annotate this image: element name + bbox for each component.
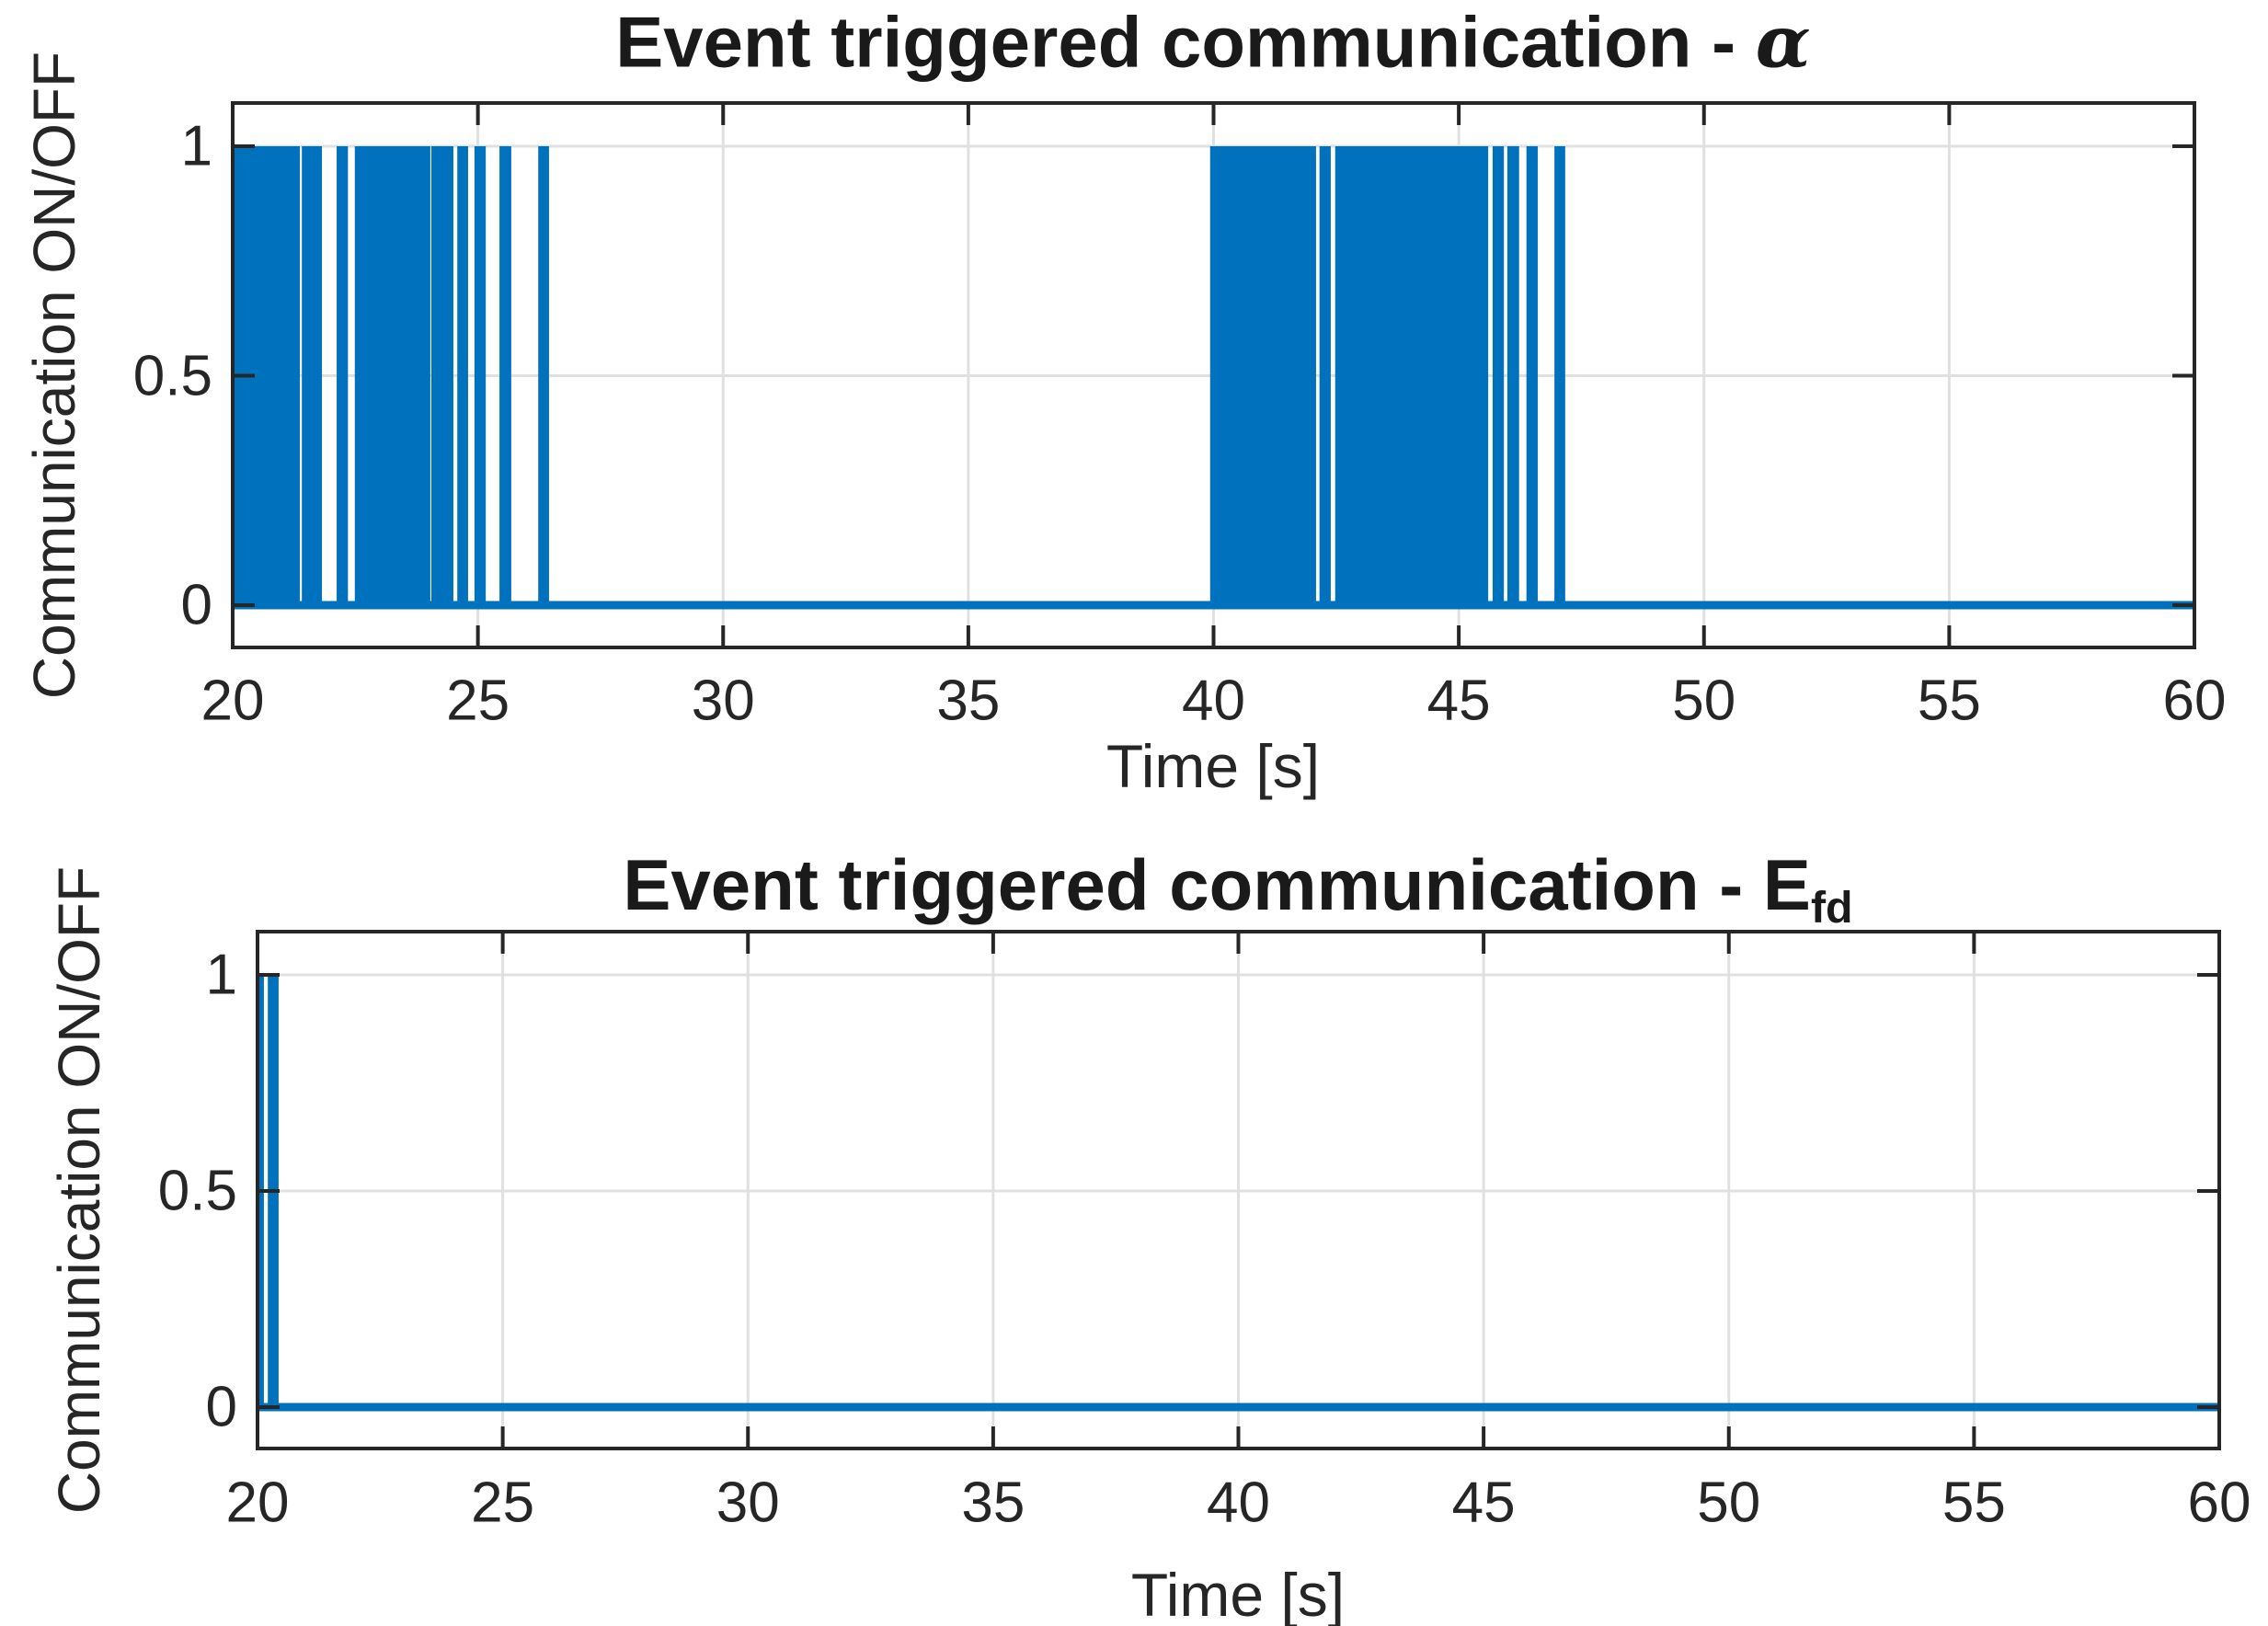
x-tick-label: 50 (1697, 1471, 1761, 1535)
signal-pulse (1526, 146, 1538, 610)
top-plot-title-text: Event triggered communication - (615, 1, 1736, 83)
y-tick-label: 0.5 (157, 1159, 237, 1223)
signal-pulse (499, 146, 511, 610)
alpha-symbol: α (1755, 0, 1811, 85)
signal-pulse (1319, 146, 1331, 610)
x-tick-label: 25 (446, 669, 510, 733)
x-tick-label: 40 (1182, 669, 1245, 733)
x-tick-label: 20 (200, 669, 265, 733)
signal-pulse (1209, 146, 1316, 610)
x-tick-label: 20 (225, 1471, 290, 1535)
signal-pulse (233, 146, 301, 610)
signal-pulse (1554, 146, 1565, 610)
x-tick-label: 60 (2162, 669, 2227, 733)
signal-pulse (457, 146, 468, 610)
x-tick-label: 55 (1917, 669, 1981, 733)
y-tick-label: 1 (180, 114, 212, 178)
signal-pulse (538, 146, 549, 610)
subplot-1 (256, 930, 2221, 1450)
subplot-0 (231, 101, 2196, 649)
x-tick-label: 30 (716, 1471, 780, 1535)
x-tick-label: 50 (1672, 669, 1736, 733)
y-tick-label: 0 (205, 1375, 237, 1439)
signal-pulse (1334, 146, 1489, 610)
x-tick-label: 35 (936, 669, 1001, 733)
bottom-plot-xlabel: Time [s] (1130, 1561, 1346, 1626)
efd-subscript: fd (1810, 882, 1853, 933)
top-plot-xlabel: Time [s] (1105, 732, 1321, 800)
signal-pulse (268, 975, 279, 1412)
top-plot-title: Event triggered communication - α (615, 1, 1811, 85)
signal-pulse (1506, 146, 1519, 610)
signal-pulse (1492, 146, 1505, 610)
efd-symbol: E (1762, 844, 1811, 926)
signal-pulse (430, 146, 453, 610)
y-tick-label: 1 (205, 943, 237, 1007)
signal-pulse (474, 146, 487, 610)
y-tick-label: 0.5 (132, 344, 212, 407)
y-tick-label: 0 (180, 573, 212, 637)
signal-pulse (258, 975, 264, 1412)
x-tick-label: 30 (691, 669, 755, 733)
x-tick-label: 60 (2187, 1471, 2251, 1535)
x-tick-label: 55 (1942, 1471, 2006, 1535)
signal-pulse (302, 146, 323, 610)
x-tick-label: 45 (1426, 669, 1491, 733)
signal-pulse (337, 146, 349, 610)
bottom-plot-title: Event triggered communication - Efd (623, 843, 1852, 933)
signal-pulse (354, 146, 430, 610)
x-tick-label: 35 (961, 1471, 1025, 1535)
bottom-plot-title-text: Event triggered communication - (623, 844, 1744, 926)
x-tick-label: 45 (1451, 1471, 1516, 1535)
x-tick-label: 40 (1207, 1471, 1270, 1535)
x-tick-label: 25 (471, 1471, 535, 1535)
